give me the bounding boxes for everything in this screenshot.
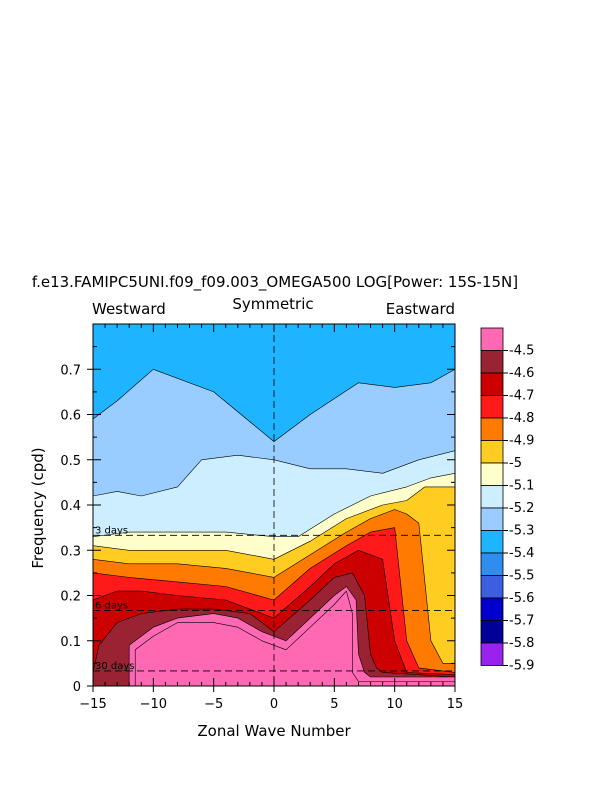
axis-ticks: −15 −10 −5 0 5 10 15 0 0.1 0.2 0.3 0.4 0.5 0.6 0.7	[60, 324, 463, 712]
colorbar-swatch	[480, 485, 504, 509]
reference-lines: 3 days 6 days 30 days	[93, 324, 455, 686]
contour-fills	[93, 324, 455, 686]
colorbar-label: -5.7	[509, 614, 534, 629]
x-tick-label: 15	[447, 697, 464, 712]
colorbar-label: -5.1	[509, 479, 534, 494]
colorbar-label: -5.3	[509, 524, 534, 539]
colorbar-label: -5.2	[509, 501, 534, 516]
contour-band-10	[93, 590, 455, 686]
colorbar-label: -4.9	[509, 434, 534, 449]
y-tick-label: 0.6	[60, 409, 81, 424]
colorbar-label: -4.6	[509, 366, 534, 381]
y-tick-label: 0	[73, 680, 81, 695]
y-tick-label: 0.2	[60, 590, 81, 605]
period-label-2: 30 days	[95, 661, 135, 672]
x-tick-label: 5	[330, 697, 338, 712]
y-tick-label: 0.5	[60, 454, 81, 469]
colorbar-label: -4.5	[509, 344, 534, 359]
y-tick-label: 0.1	[60, 635, 81, 650]
colorbar-label: -5.9	[509, 659, 534, 674]
x-tick-label: −10	[140, 697, 167, 712]
x-tick-label: 0	[270, 697, 278, 712]
colorbar-swatch	[480, 440, 504, 464]
y-axis-title: Frequency (cpd)	[29, 447, 47, 568]
x-tick-label: 10	[386, 697, 403, 712]
x-tick-label: −15	[79, 697, 106, 712]
chart-title: f.e13.FAMIPC5UNI.f09_f09.003_OMEGA500 LO…	[32, 273, 518, 292]
colorbar-label: -4.8	[509, 411, 534, 426]
colorbar-label: -5.6	[509, 591, 534, 606]
colorbar-swatch	[480, 327, 504, 351]
colorbar-swatch	[480, 462, 504, 486]
colorbar-swatch	[480, 642, 504, 666]
colorbar-label: -4.7	[509, 389, 534, 404]
left-label: Westward	[92, 300, 166, 318]
colorbar: -4.5 -4.6 -4.7 -4.8 -4.9 -5 -5.1 -5.2 -5.3 -5.4 -5…	[480, 327, 534, 674]
colorbar-label: -5.5	[509, 569, 534, 584]
colorbar-swatch	[480, 350, 504, 374]
right-label: Eastward	[386, 300, 455, 318]
colorbar-label: -5.4	[509, 546, 534, 561]
colorbar-swatch	[480, 395, 504, 419]
y-tick-label: 0.4	[60, 499, 81, 514]
colorbar-swatch	[480, 530, 504, 554]
colorbar-swatch	[480, 372, 504, 396]
colorbar-label: -5.8	[509, 636, 534, 651]
colorbar-swatch	[480, 575, 504, 599]
y-tick-label: 0.7	[60, 363, 81, 378]
colorbar-swatch	[480, 620, 504, 644]
x-tick-label: −5	[204, 697, 223, 712]
period-label-0: 3 days	[95, 525, 128, 536]
colorbar-swatch	[480, 417, 504, 441]
colorbar-label: -5	[509, 456, 522, 471]
subtitle: Symmetric	[232, 295, 313, 313]
y-tick-label: 0.3	[60, 544, 81, 559]
colorbar-swatch	[480, 552, 504, 576]
period-label-1: 6 days	[95, 601, 128, 612]
colorbar-swatch	[480, 507, 504, 531]
x-axis-title: Zonal Wave Number	[197, 722, 351, 740]
colorbar-swatch	[480, 597, 504, 621]
